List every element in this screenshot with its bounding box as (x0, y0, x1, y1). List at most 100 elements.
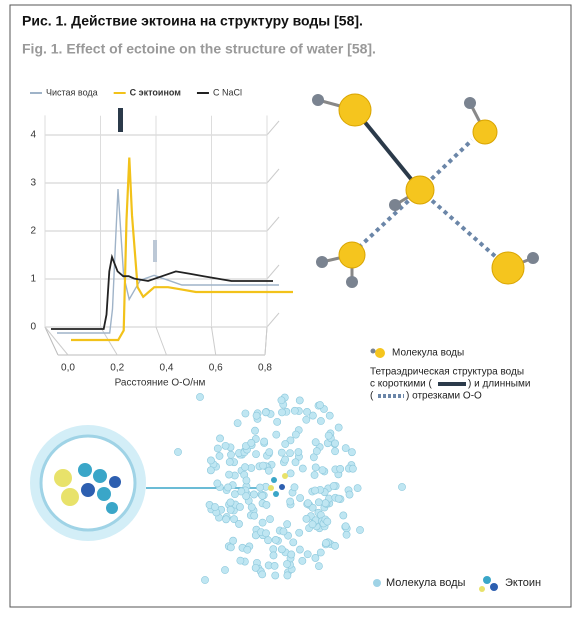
water-molecule (316, 417, 325, 425)
atom (106, 502, 118, 514)
y-tick-label: 0 (30, 322, 36, 333)
legend-icon (483, 576, 491, 584)
water-molecule (277, 448, 286, 457)
water-molecule (331, 541, 339, 550)
water-molecule (348, 448, 356, 457)
water-molecule (271, 571, 280, 580)
water-molecule (237, 487, 246, 496)
y-tick-label: 2 (30, 226, 36, 237)
water-molecule (303, 550, 312, 559)
water-molecule (291, 458, 300, 467)
water-molecule (258, 518, 267, 527)
legend-icon (438, 382, 466, 386)
water-molecule (345, 490, 354, 499)
water-molecule (270, 561, 279, 570)
water-molecule (314, 498, 323, 507)
ectoine-big (54, 463, 121, 514)
water-molecule (309, 453, 318, 462)
water-molecule (201, 576, 209, 584)
water-molecule (295, 545, 304, 554)
x-tick-label: 0,8 (258, 363, 272, 374)
short-bond (353, 108, 422, 192)
water-molecule (213, 444, 222, 453)
water-molecule (341, 444, 350, 453)
legend-text: ( (370, 391, 374, 402)
water-molecule (236, 503, 244, 511)
water-molecule (356, 526, 364, 534)
legend-label: С NaCl (213, 87, 242, 97)
water-molecule (318, 466, 327, 475)
water-molecule (230, 490, 239, 499)
y-tick-label: 3 (30, 178, 36, 189)
x-tick-label: 0,4 (160, 363, 174, 374)
water-molecule (250, 511, 259, 520)
series-line (51, 253, 273, 330)
water-molecule (311, 486, 319, 495)
legend-text: Эктоин (505, 577, 541, 589)
water-molecule (312, 447, 321, 456)
short-bond-marker (118, 108, 123, 132)
grid-line (155, 326, 167, 356)
x-tick-label: 0,2 (110, 363, 124, 374)
water-molecule (242, 492, 250, 500)
water-molecule (207, 456, 215, 465)
water-molecule (325, 411, 334, 420)
o-atom (491, 251, 525, 285)
water-molecule (294, 448, 303, 456)
water-molecule (353, 484, 362, 493)
water-cluster (174, 393, 406, 584)
water-molecule (309, 411, 317, 420)
water-molecule (225, 458, 234, 466)
ectoine-atom (282, 473, 288, 479)
water-molecule (264, 466, 273, 475)
legend-text: ) и длинными (468, 379, 530, 390)
water-molecule (298, 556, 307, 565)
chart: 0 1 2 3 4 0,0 0,2 0,4 0,6 0,8 Расстояние О-О/нм Чис… (30, 87, 293, 389)
water-molecule (283, 520, 292, 529)
water-molecule (226, 505, 235, 514)
legend-text: Молекула воды (392, 348, 464, 359)
water-molecule (236, 556, 245, 565)
water-molecule (286, 469, 295, 478)
water-molecule (251, 563, 260, 572)
h-atom (389, 199, 401, 211)
water-molecule (247, 503, 256, 512)
water-molecule (277, 545, 286, 554)
water-molecule (252, 450, 260, 458)
grid-line (211, 326, 217, 356)
water-molecule (281, 455, 290, 464)
water-molecule (283, 571, 292, 580)
long-bond (418, 188, 507, 267)
water-molecule (289, 538, 298, 547)
legend-text: ) отрезками О-О (406, 391, 482, 402)
legend-icon (375, 348, 385, 358)
legend-icon (370, 348, 376, 354)
water-molecule (316, 548, 325, 557)
water-molecule (339, 511, 348, 520)
water-molecule (259, 461, 267, 470)
o-atom (338, 241, 366, 269)
water-molecule (247, 438, 256, 447)
water-molecule (241, 463, 249, 472)
water-molecule (331, 447, 339, 456)
water-molecule (304, 499, 312, 508)
water-molecule (221, 566, 229, 574)
water-molecule (216, 434, 224, 443)
water-molecule (226, 543, 235, 552)
water-molecule (283, 560, 291, 568)
water-molecule (262, 501, 271, 509)
water-molecule (336, 464, 345, 473)
water-molecule (279, 527, 288, 536)
water-molecule (315, 562, 323, 571)
water-molecule (310, 471, 319, 479)
water-molecule (258, 570, 267, 579)
x-tick-label: 0,6 (209, 363, 223, 374)
water-molecule (221, 441, 230, 450)
ectoine-atom (279, 484, 285, 490)
o-atom (472, 119, 498, 145)
x-axis-label: Расстояние О-О/нм (115, 378, 206, 389)
water-molecule (334, 423, 343, 432)
water-molecule (271, 536, 280, 544)
